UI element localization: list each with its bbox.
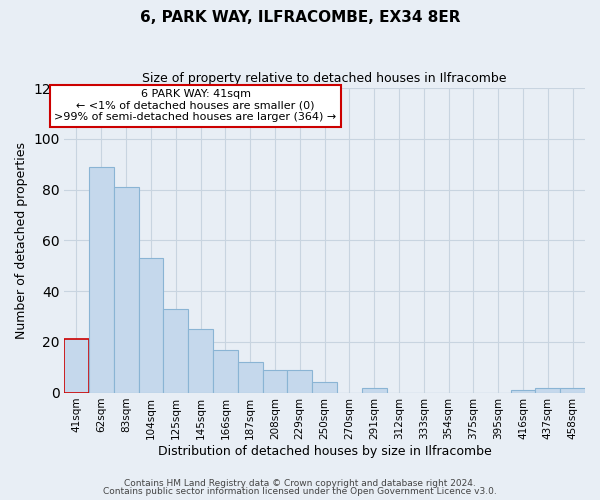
Bar	[263, 370, 287, 392]
Bar	[287, 370, 312, 392]
Text: Contains public sector information licensed under the Open Government Licence v3: Contains public sector information licen…	[103, 487, 497, 496]
Bar	[238, 362, 263, 392]
X-axis label: Distribution of detached houses by size in Ilfracombe: Distribution of detached houses by size …	[158, 444, 491, 458]
Bar	[114, 187, 139, 392]
Bar	[362, 388, 386, 392]
Bar	[312, 382, 337, 392]
Bar	[213, 350, 238, 393]
Y-axis label: Number of detached properties: Number of detached properties	[15, 142, 28, 339]
Text: 6 PARK WAY: 41sqm
← <1% of detached houses are smaller (0)
>99% of semi-detached: 6 PARK WAY: 41sqm ← <1% of detached hous…	[55, 89, 337, 122]
Bar	[188, 329, 213, 392]
Bar	[89, 166, 114, 392]
Bar	[511, 390, 535, 392]
Bar	[64, 340, 89, 392]
Bar	[163, 309, 188, 392]
Bar	[560, 388, 585, 392]
Text: Contains HM Land Registry data © Crown copyright and database right 2024.: Contains HM Land Registry data © Crown c…	[124, 478, 476, 488]
Title: Size of property relative to detached houses in Ilfracombe: Size of property relative to detached ho…	[142, 72, 507, 86]
Text: 6, PARK WAY, ILFRACOMBE, EX34 8ER: 6, PARK WAY, ILFRACOMBE, EX34 8ER	[140, 10, 460, 25]
Bar	[139, 258, 163, 392]
Bar	[535, 388, 560, 392]
